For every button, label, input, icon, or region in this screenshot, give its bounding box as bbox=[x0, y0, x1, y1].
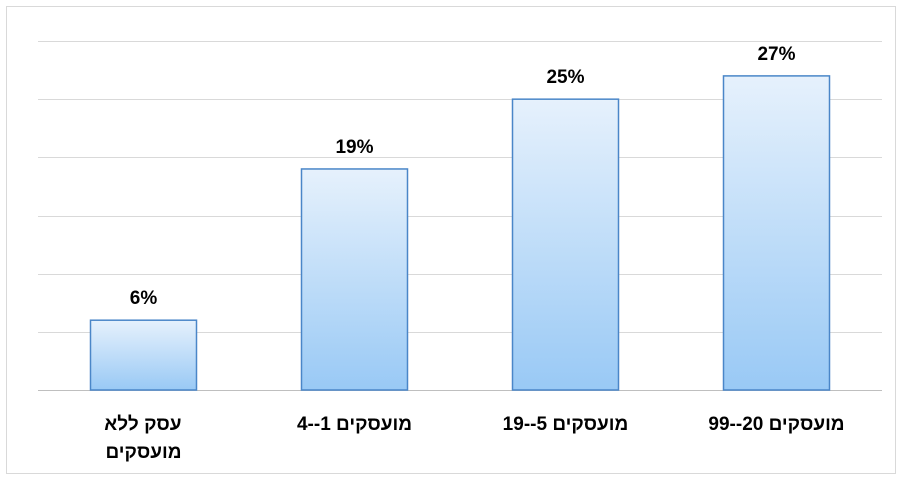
bar bbox=[300, 168, 409, 391]
data-labels: 6% 19% 25% 27% bbox=[130, 44, 796, 309]
data-label: 19% bbox=[335, 137, 373, 158]
data-label: 6% bbox=[130, 288, 158, 309]
bar bbox=[722, 75, 831, 391]
x-tick-label: עסק ללא bbox=[104, 414, 181, 435]
data-label: 27% bbox=[757, 44, 795, 65]
bar bbox=[89, 319, 198, 391]
x-tick-label: מועסקים bbox=[106, 442, 182, 463]
x-tick-label: מועסקים 20--99 bbox=[708, 414, 844, 435]
x-tick-label: מועסקים 5--19 bbox=[503, 414, 629, 435]
chart-frame bbox=[6, 6, 896, 474]
x-axis-tick-labels: עסק ללא מועסקים מועסקים 1--4 מועסקים 5--19 מ… bbox=[104, 414, 844, 463]
bar bbox=[511, 98, 620, 391]
data-label: 25% bbox=[546, 67, 584, 88]
bars bbox=[89, 75, 831, 391]
x-tick-label: מועסקים 1--4 bbox=[297, 414, 412, 435]
